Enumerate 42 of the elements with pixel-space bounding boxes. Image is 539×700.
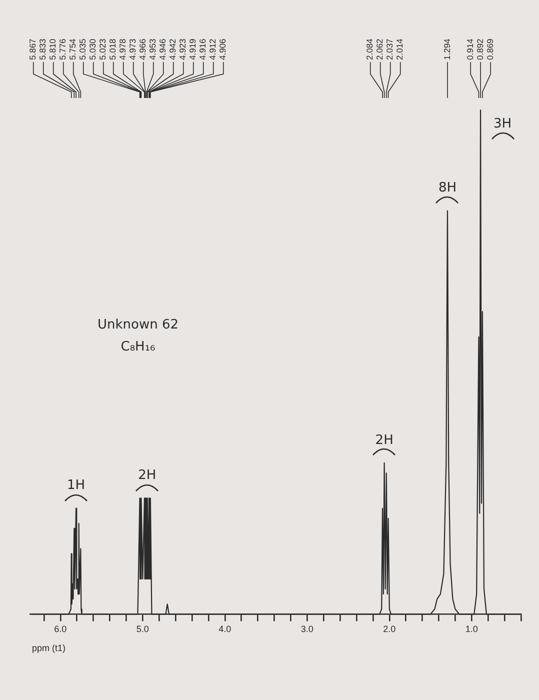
text: 2.014 bbox=[394, 38, 405, 60]
text: 4.966 bbox=[138, 38, 148, 60]
text: 1.294 bbox=[442, 38, 452, 60]
text: 2.037 bbox=[384, 38, 395, 60]
x-tick-label: 5.0 bbox=[136, 624, 149, 634]
text: 5.810 bbox=[48, 38, 58, 60]
text: 4.953 bbox=[148, 38, 158, 60]
annotation: 1H bbox=[67, 478, 86, 494]
text: 5.776 bbox=[58, 38, 68, 60]
text: 4.916 bbox=[198, 38, 208, 60]
text: 5.030 bbox=[88, 38, 98, 60]
text: 2.062 bbox=[374, 38, 385, 60]
annotation: 8H bbox=[438, 180, 456, 196]
annotation: 3H bbox=[494, 116, 512, 132]
text: 0.892 bbox=[474, 38, 485, 60]
x-axis-title: ppm (t1) bbox=[32, 642, 66, 653]
x-tick-label: 2.0 bbox=[383, 624, 396, 634]
text: 4.919 bbox=[188, 38, 198, 60]
text: 4.942 bbox=[168, 38, 178, 60]
x-tick-label: 6.0 bbox=[54, 624, 67, 634]
text: 4.978 bbox=[118, 38, 128, 60]
text: 0.869 bbox=[484, 38, 495, 60]
text: 4.923 bbox=[178, 38, 188, 60]
x-tick-label: 1.0 bbox=[465, 624, 478, 634]
text: C₈H₁₆ bbox=[120, 339, 156, 354]
text: 5.035 bbox=[78, 38, 88, 60]
text: 5.023 bbox=[98, 38, 108, 60]
text: 4.973 bbox=[128, 38, 138, 60]
text: 0.914 bbox=[464, 38, 475, 60]
text: 5.833 bbox=[38, 38, 48, 60]
annotation: 2H bbox=[375, 432, 394, 448]
text: 4.906 bbox=[218, 38, 228, 60]
annotation: 2H bbox=[138, 468, 156, 484]
text: Unknown 62 bbox=[98, 317, 179, 332]
text: 4.946 bbox=[158, 38, 168, 60]
text: 5.867 bbox=[28, 38, 38, 60]
x-tick-label: 4.0 bbox=[218, 624, 232, 634]
x-tick-label: 3.0 bbox=[300, 624, 314, 634]
text: 5.018 bbox=[108, 38, 118, 60]
text: 2.084 bbox=[364, 38, 375, 60]
text: 4.912 bbox=[208, 38, 218, 60]
text: 5.754 bbox=[68, 38, 78, 60]
